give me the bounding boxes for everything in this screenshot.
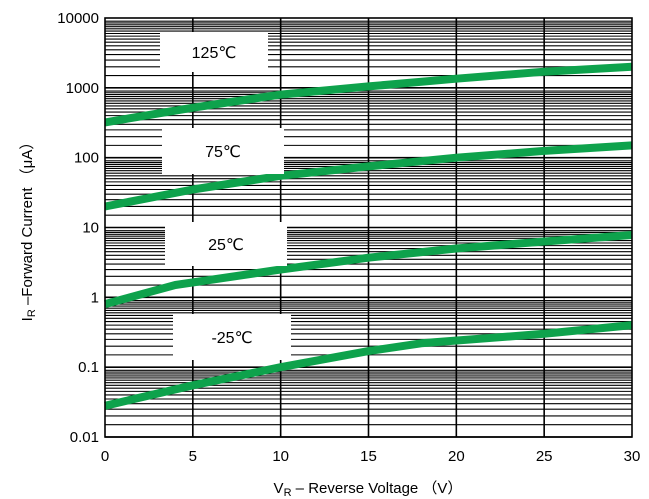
y-tick-label: 0.1	[78, 359, 99, 376]
series-label-box-2	[165, 222, 287, 266]
x-tick-label: 25	[536, 448, 553, 465]
series-label-0: 125℃	[192, 45, 237, 62]
series-label-3: -25℃	[211, 330, 252, 347]
y-tick-label: 100	[74, 150, 99, 167]
y-tick-labels: 0.01 0.1 1 10 100 1000 10000	[57, 10, 99, 446]
grid	[105, 18, 632, 438]
y-tick-label: 10	[82, 220, 99, 237]
y-tick-label: 10000	[57, 10, 99, 27]
x-tick-label: 30	[624, 448, 641, 465]
series-label-2: 25℃	[208, 237, 244, 254]
x-tick-label: 0	[101, 448, 109, 465]
y-tick-label: 1	[91, 289, 99, 306]
x-tick-labels: 0 5 10 15 20 25 30	[101, 448, 641, 465]
series-label-box-1	[162, 128, 284, 174]
x-axis-title: VR – Reverse Voltage （V）	[274, 480, 463, 499]
x-tick-label: 15	[360, 448, 377, 465]
x-tick-label: 20	[448, 448, 465, 465]
y-axis-title: IR –Forward Current （μA）	[19, 135, 38, 322]
y-tick-label: 1000	[66, 80, 99, 97]
series-labels: 125℃ 75℃ 25℃ -25℃	[160, 32, 291, 360]
x-tick-label: 10	[272, 448, 289, 465]
plot-frame	[104, 17, 633, 438]
y-tick-label: 0.01	[70, 429, 99, 446]
x-tick-label: 5	[189, 448, 197, 465]
series-label-box-0	[160, 32, 268, 72]
series-line-2	[103, 231, 633, 308]
series-label-box-3	[173, 314, 291, 360]
series-lines	[103, 62, 633, 410]
series-label-1: 75℃	[205, 144, 241, 161]
series-line-0	[104, 62, 633, 127]
series-line-3	[104, 321, 633, 410]
series-line-1	[104, 141, 633, 211]
